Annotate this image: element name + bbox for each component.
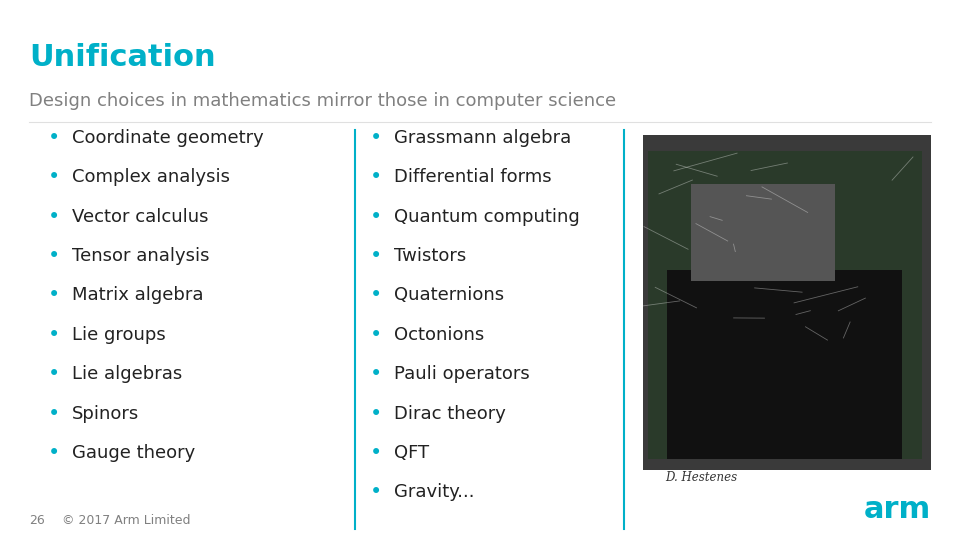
Text: Octonions: Octonions <box>394 326 484 344</box>
Text: Spinors: Spinors <box>72 404 139 423</box>
Text: •: • <box>48 167 60 187</box>
Text: Differential forms: Differential forms <box>394 168 551 186</box>
Bar <box>643 135 931 470</box>
Bar <box>691 184 835 281</box>
Text: Pauli operators: Pauli operators <box>394 365 529 383</box>
Text: •: • <box>48 403 60 424</box>
Text: © 2017 Arm Limited: © 2017 Arm Limited <box>62 514 191 526</box>
Bar <box>667 270 902 459</box>
Text: QFT: QFT <box>394 444 429 462</box>
Text: Lie algebras: Lie algebras <box>72 365 182 383</box>
Text: Vector calculus: Vector calculus <box>72 207 208 226</box>
Text: •: • <box>370 482 382 503</box>
Text: Unification: Unification <box>29 43 215 72</box>
Text: •: • <box>48 246 60 266</box>
Bar <box>648 151 922 459</box>
Text: Gauge theory: Gauge theory <box>72 444 195 462</box>
Text: Design choices in mathematics mirror those in computer science: Design choices in mathematics mirror tho… <box>29 92 616 110</box>
Text: •: • <box>48 206 60 227</box>
Text: •: • <box>370 443 382 463</box>
Text: Coordinate geometry: Coordinate geometry <box>72 129 264 147</box>
Text: Gravity...: Gravity... <box>394 483 474 502</box>
Text: •: • <box>370 246 382 266</box>
Text: •: • <box>370 127 382 148</box>
Text: Complex analysis: Complex analysis <box>72 168 230 186</box>
Text: arm: arm <box>864 495 931 524</box>
Text: •: • <box>370 285 382 306</box>
Text: Quantum computing: Quantum computing <box>394 207 579 226</box>
Text: D. Hestenes: D. Hestenes <box>665 471 737 484</box>
Text: •: • <box>370 364 382 384</box>
Text: •: • <box>48 443 60 463</box>
Text: Grassmann algebra: Grassmann algebra <box>394 129 571 147</box>
Text: •: • <box>370 403 382 424</box>
Text: •: • <box>370 167 382 187</box>
Text: Tensor analysis: Tensor analysis <box>72 247 209 265</box>
Text: •: • <box>370 325 382 345</box>
Text: •: • <box>48 285 60 306</box>
Text: Matrix algebra: Matrix algebra <box>72 286 204 305</box>
Text: •: • <box>370 206 382 227</box>
Text: Twistors: Twistors <box>394 247 466 265</box>
Text: 26: 26 <box>29 514 44 526</box>
Text: •: • <box>48 325 60 345</box>
Text: Quaternions: Quaternions <box>394 286 504 305</box>
Text: Lie groups: Lie groups <box>72 326 166 344</box>
Text: •: • <box>48 127 60 148</box>
Text: Dirac theory: Dirac theory <box>394 404 506 423</box>
Text: •: • <box>48 364 60 384</box>
